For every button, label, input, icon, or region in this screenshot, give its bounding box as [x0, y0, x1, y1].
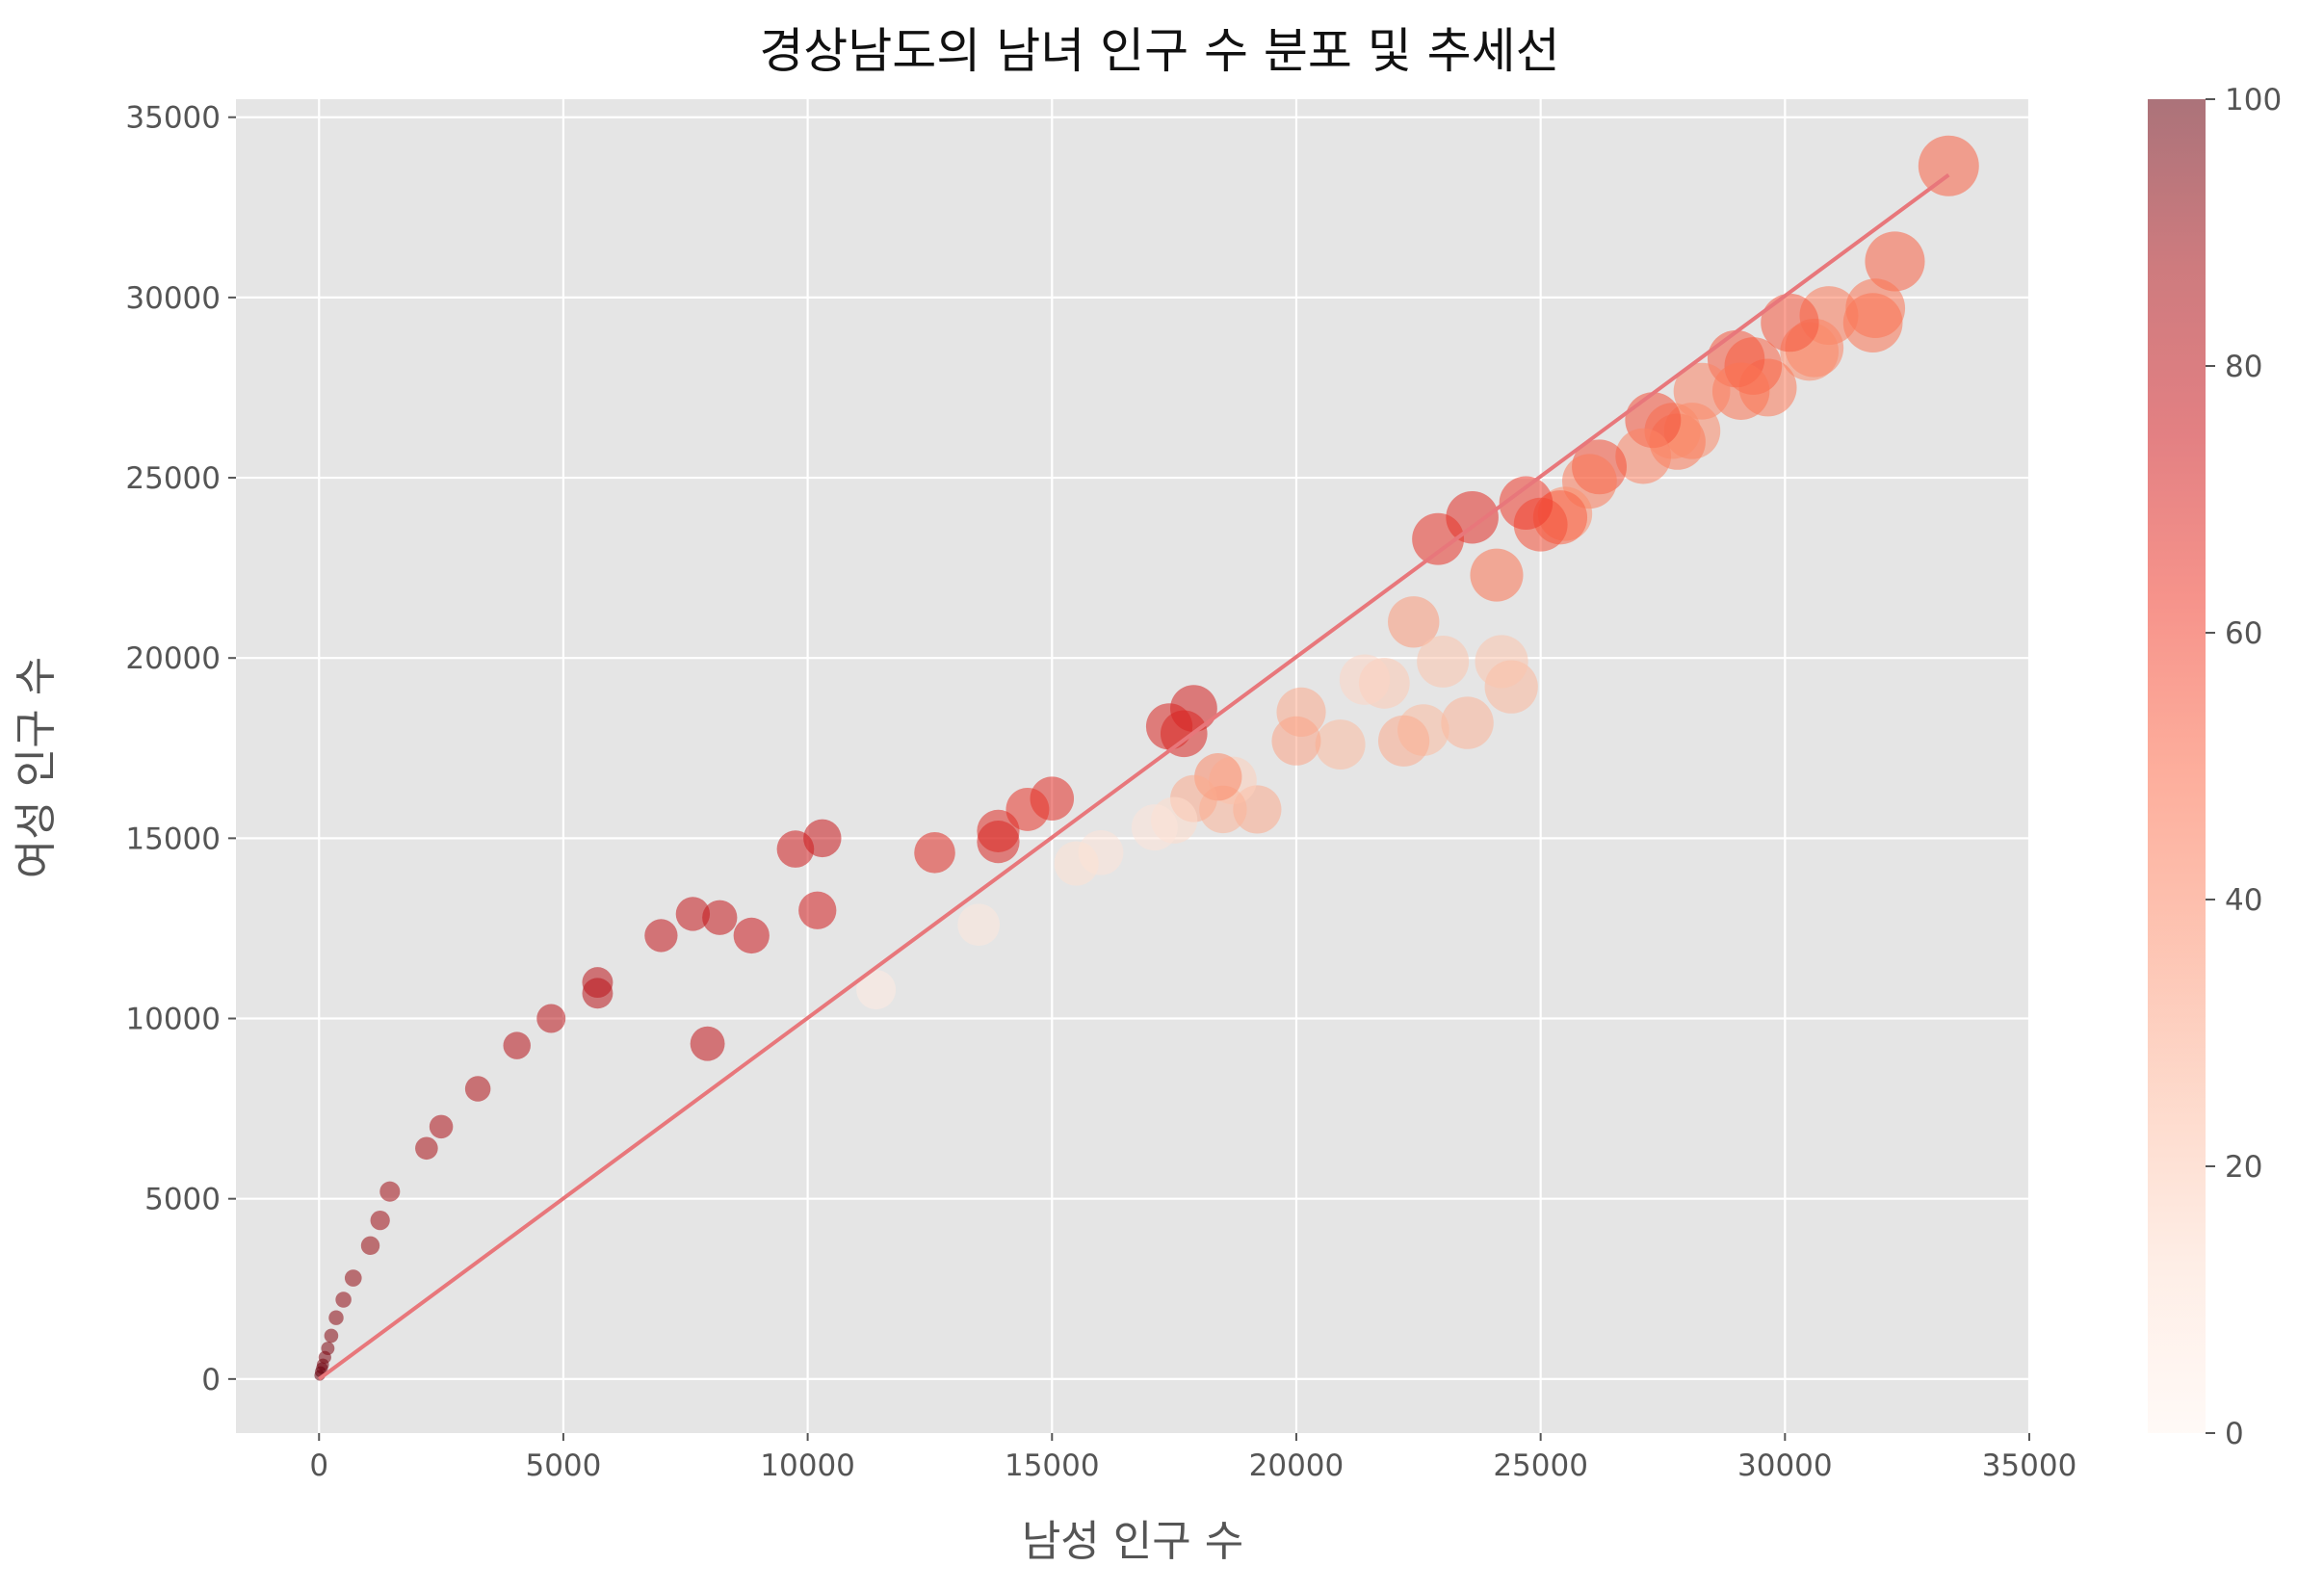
- colorbar-tick-label: 100: [2225, 83, 2282, 117]
- data-point: [1054, 841, 1099, 886]
- data-point: [733, 917, 770, 954]
- data-point: [856, 970, 897, 1010]
- data-point: [324, 1328, 339, 1344]
- data-point: [1339, 654, 1391, 705]
- data-point: [1441, 696, 1494, 749]
- colorbar-tick-label: 0: [2225, 1417, 2244, 1451]
- data-point: [1470, 548, 1524, 602]
- data-point: [1475, 635, 1528, 689]
- x-tick-label: 25000: [1493, 1448, 1588, 1483]
- x-tick-label: 15000: [1005, 1448, 1100, 1483]
- y-tick-label: 30000: [125, 281, 221, 316]
- data-point: [977, 821, 1020, 864]
- x-tick-label: 20000: [1249, 1448, 1345, 1483]
- scatter-points: [314, 135, 1979, 1381]
- x-tick-label: 10000: [760, 1448, 855, 1483]
- data-point: [344, 1269, 362, 1287]
- data-point: [1918, 135, 1979, 196]
- colorbar: [2148, 99, 2206, 1433]
- data-point: [1271, 716, 1321, 766]
- data-point: [702, 900, 738, 935]
- data-point: [360, 1236, 380, 1256]
- data-point: [464, 1076, 491, 1102]
- data-point: [690, 1026, 725, 1061]
- data-point: [503, 1031, 531, 1059]
- colorbar-tick-label: 40: [2225, 883, 2262, 918]
- data-point: [1761, 293, 1819, 352]
- data-point: [335, 1292, 352, 1308]
- y-tick-label: 15000: [125, 822, 221, 856]
- data-point: [1005, 787, 1050, 831]
- data-point: [328, 1310, 344, 1325]
- chart-title: 경상남도의 남녀 인구 수 분포 및 추세선: [759, 23, 1559, 79]
- y-tick-label: 10000: [125, 1003, 221, 1037]
- x-tick-label: 35000: [1982, 1448, 2077, 1483]
- data-point: [1615, 428, 1672, 484]
- x-tick-label: 5000: [525, 1448, 601, 1483]
- data-point: [675, 897, 711, 931]
- plot-area: [236, 99, 2029, 1433]
- colorbar-tick-label: 80: [2225, 350, 2262, 384]
- data-point: [1842, 293, 1903, 352]
- colorbar-tick-label: 20: [2225, 1150, 2262, 1185]
- x-tick-label: 30000: [1737, 1448, 1833, 1483]
- data-point: [1499, 476, 1554, 531]
- data-point: [370, 1211, 390, 1231]
- x-axis-ticks: 0 5000 10000 15000 20000 25000 30000 35000: [309, 1433, 2076, 1483]
- data-point: [1711, 362, 1770, 420]
- data-point: [644, 919, 678, 953]
- trendline: [318, 172, 1950, 1381]
- y-tick-label: 25000: [125, 461, 221, 496]
- data-point: [429, 1114, 454, 1139]
- data-point: [1388, 596, 1440, 648]
- grid-lines: [236, 99, 2031, 1433]
- y-tick-label: 5000: [144, 1183, 221, 1217]
- colorbar-tick-label: 60: [2225, 616, 2262, 651]
- y-axis-title: 여성 인구 수: [12, 657, 61, 878]
- data-point: [1145, 703, 1193, 750]
- trendline-group: [318, 172, 1950, 1381]
- x-tick-label: 0: [309, 1448, 328, 1483]
- data-point: [914, 832, 955, 874]
- y-tick-label: 0: [201, 1363, 221, 1397]
- data-point: [415, 1136, 438, 1161]
- data-point: [1412, 512, 1465, 565]
- data-point: [379, 1181, 401, 1202]
- data-point: [1865, 231, 1925, 292]
- colorbar-ticks: 0 20 40 60 80 100: [2206, 83, 2282, 1451]
- y-axis-ticks: 0 5000 10000 15000 20000 25000 30000 35000: [125, 101, 236, 1397]
- data-point: [1417, 635, 1470, 688]
- data-point: [536, 1004, 566, 1033]
- data-point: [1131, 804, 1178, 851]
- data-point: [957, 903, 1001, 947]
- data-point: [1377, 715, 1430, 767]
- data-point: [1315, 719, 1366, 770]
- data-point: [776, 830, 815, 868]
- data-point: [798, 891, 837, 929]
- data-point: [582, 978, 614, 1009]
- y-tick-label: 20000: [125, 641, 221, 676]
- y-tick-label: 35000: [125, 101, 221, 136]
- x-axis-title: 남성 인구 수: [1022, 1517, 1243, 1566]
